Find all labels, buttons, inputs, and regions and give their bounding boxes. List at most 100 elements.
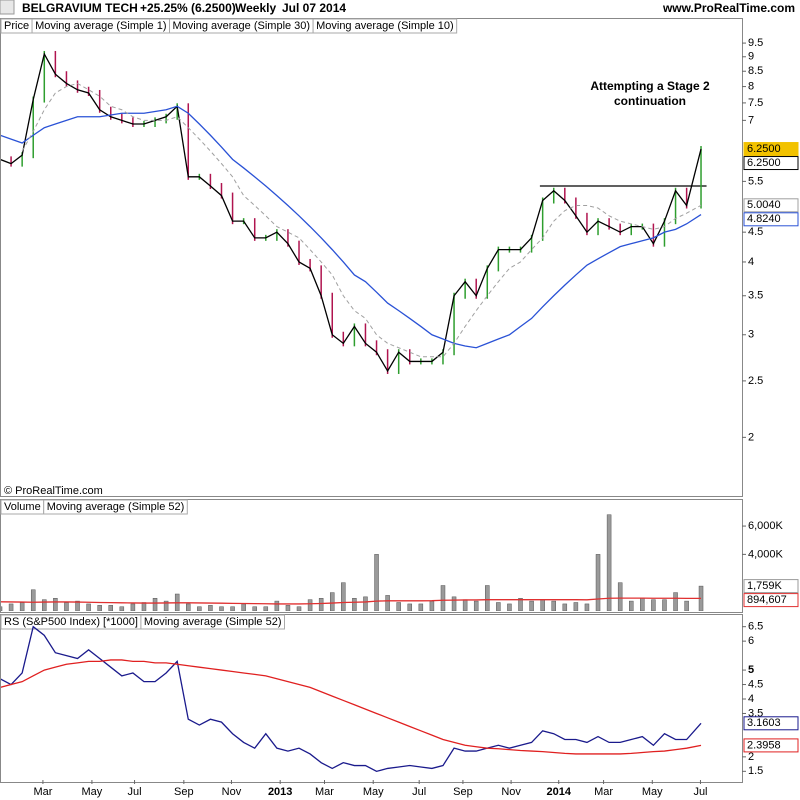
legend-item: Price	[0, 18, 33, 34]
period: Weekly	[235, 1, 276, 15]
last-value-box	[743, 738, 799, 753]
legend-label: Moving average (Simple 52)	[144, 616, 282, 628]
y-tick-label: 6,000K	[748, 520, 784, 532]
y-tick-label: 3	[748, 329, 754, 341]
volume-bar	[296, 606, 302, 611]
volume-bar	[163, 600, 169, 611]
volume-bar	[130, 603, 136, 611]
series-line	[1, 105, 702, 349]
volume-bar	[186, 603, 191, 611]
volume-bar	[318, 598, 324, 611]
volume-bar	[108, 605, 113, 611]
volume-bar	[473, 600, 479, 611]
volume-bar	[385, 595, 390, 611]
symbol: BELGRAVIUM TECH	[22, 1, 138, 15]
volume-bar	[573, 602, 579, 611]
last-value-box	[743, 198, 799, 213]
y-tick-label: 5.5	[748, 175, 763, 187]
volume-bar	[418, 603, 424, 611]
volume-bar	[197, 606, 202, 611]
legend-label: Moving average (Simple 1)	[35, 20, 166, 32]
volume-bar	[518, 598, 523, 611]
x-tick-label: Jul	[693, 786, 707, 798]
legend-item: Moving average (Simple 1)	[31, 18, 171, 34]
volume-bar	[263, 606, 269, 611]
volume-bar	[396, 602, 401, 611]
x-tick-label: 2013	[268, 786, 292, 798]
volume-bar	[374, 554, 379, 611]
x-tick-label: Nov	[501, 786, 521, 798]
volume-bar	[208, 605, 213, 611]
volume-bar	[363, 596, 368, 611]
volume-bar	[274, 600, 280, 611]
volume-bar	[75, 600, 80, 611]
volume-bar	[451, 596, 457, 611]
volume-bar	[684, 600, 689, 611]
y-tick-label: 1.5	[748, 765, 763, 777]
volume-bar	[19, 602, 25, 611]
last-value-box	[743, 716, 799, 731]
last-value-label: 3.1603	[747, 717, 781, 729]
volume-bar	[540, 599, 545, 611]
legend-item: Moving average (Simple 52)	[140, 614, 285, 630]
y-tick-label: 6	[748, 635, 754, 647]
y-tick-label: 3.5	[748, 290, 763, 302]
last-value-box	[743, 142, 799, 157]
x-tick-label: Mar	[33, 786, 52, 798]
volume-bar	[673, 592, 678, 611]
legend-box	[43, 499, 188, 515]
change: +25.25% (6.2500)	[140, 1, 236, 15]
volume-bar	[53, 598, 58, 611]
volume-bar	[496, 602, 501, 611]
x-tick-label: Nov	[222, 786, 242, 798]
site: www.ProRealTime.com	[662, 1, 795, 15]
legend-item: RS (S&P500 Index) [*1000]	[0, 614, 142, 630]
volume-bar	[440, 585, 446, 611]
last-value-box	[743, 212, 799, 227]
volume-bar	[8, 603, 14, 611]
y-tick-label: 4,000K	[748, 548, 784, 560]
volume-bar	[230, 606, 235, 611]
y-tick-label: 2	[748, 431, 754, 443]
x-tick-label: Sep	[453, 786, 473, 798]
x-tick-label: May	[642, 786, 663, 798]
volume-bar	[562, 603, 568, 611]
volume-bar	[307, 599, 313, 611]
plot-area	[1, 514, 704, 611]
x-tick-label: Mar	[594, 786, 613, 798]
legend-label: Moving average (Simple 10)	[316, 20, 454, 32]
y-tick-label: 4	[748, 256, 754, 268]
volume-bar	[252, 606, 257, 611]
annotation: Attempting a Stage 2	[590, 79, 710, 93]
series-line	[21, 82, 702, 358]
y-tick-label: 4.5	[748, 678, 763, 690]
volume-bar	[285, 605, 291, 611]
x-tick-label: Jul	[412, 786, 426, 798]
volume-bar	[352, 598, 357, 611]
series-line	[1, 625, 702, 773]
last-value-label: 6.2500	[747, 143, 781, 155]
x-tick-label: 2014	[546, 786, 571, 798]
plot-area	[1, 50, 707, 374]
volume-bar	[341, 582, 346, 611]
volume-bar	[551, 600, 556, 611]
volume-bar	[141, 602, 147, 611]
copyright: © ProRealTime.com	[4, 485, 103, 497]
volume-bar	[485, 585, 490, 611]
x-tick-label: Sep	[174, 786, 194, 798]
volume-bar	[97, 605, 102, 611]
last-value-label: 6.2500	[747, 157, 781, 169]
plot-area	[1, 625, 702, 773]
volume-bar	[64, 602, 69, 611]
menu-icon[interactable]	[0, 0, 15, 15]
y-tick-label: 9.5	[748, 37, 763, 49]
series-line	[1, 659, 702, 755]
volume-bar	[640, 598, 645, 611]
annotation: continuation	[614, 94, 686, 108]
volume-bar	[606, 514, 612, 611]
last-value-label: 1,759K	[747, 580, 783, 592]
last-value-box	[743, 156, 799, 171]
y-tick-label: 4.5	[748, 226, 763, 238]
